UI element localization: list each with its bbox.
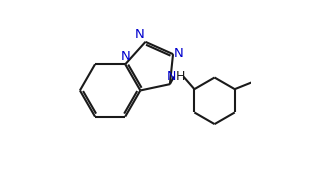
Text: N: N bbox=[167, 70, 177, 83]
Text: N: N bbox=[120, 50, 130, 64]
Text: N: N bbox=[174, 47, 184, 60]
Text: N: N bbox=[135, 28, 144, 41]
Text: H: H bbox=[176, 70, 186, 83]
